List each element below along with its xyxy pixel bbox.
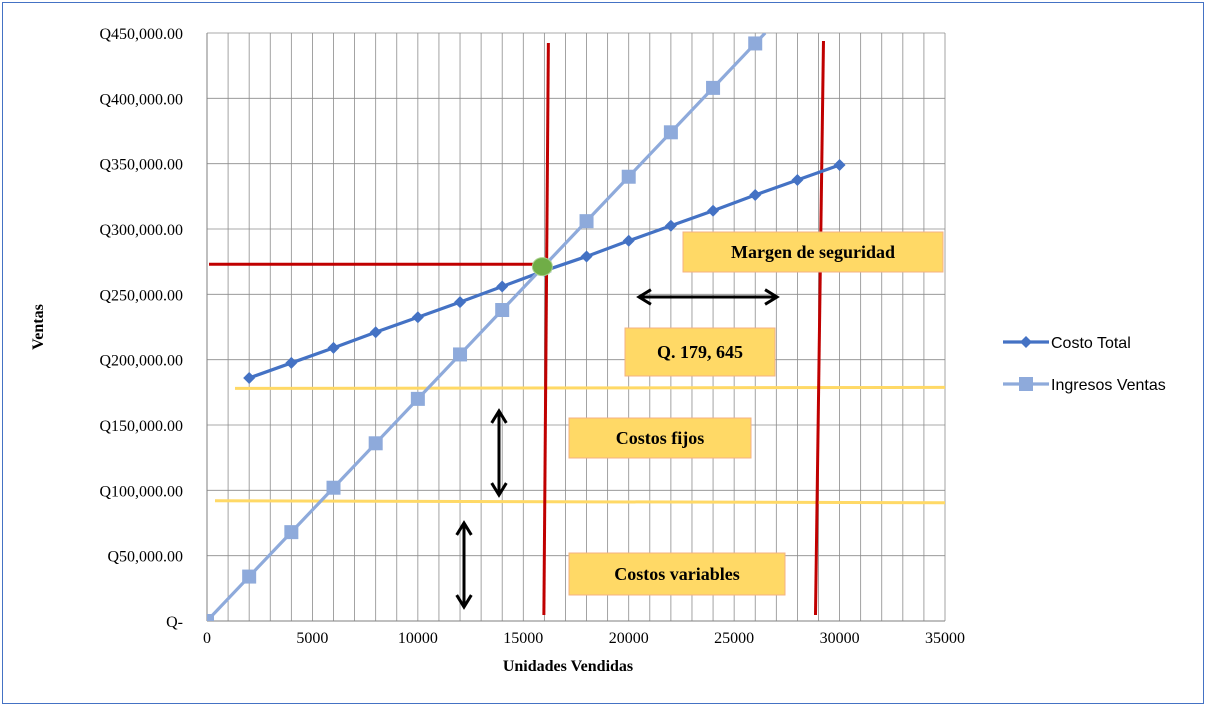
data-point-diamond (833, 158, 846, 171)
breakeven-chart: Margen de seguridad Q. 179, 645 Costos fij… (30, 26, 1166, 675)
y-tick-label: Q250,000.00 (99, 287, 183, 304)
data-point-square (207, 614, 214, 621)
reference-lines (209, 40, 946, 616)
x-tick-label: 15000 (503, 630, 543, 647)
margin-label-text: Margen de seguridad (731, 242, 895, 262)
margin-arrow-head (764, 288, 780, 306)
data-point-square (284, 525, 299, 540)
data-point-diamond (454, 296, 467, 309)
x-tick-label: 30000 (820, 630, 860, 647)
data-point-diamond (285, 356, 298, 369)
variable-cost-arrow-head (455, 594, 473, 610)
margin-arrow (636, 288, 780, 306)
annotations: Margen de seguridad Q. 179, 645 Costos fij… (455, 231, 944, 610)
margin-label: Margen de seguridad (682, 231, 944, 273)
margin-arrow-head (636, 288, 652, 306)
margin-value-text: Q. 179, 645 (657, 342, 743, 362)
data-point-diamond (791, 174, 804, 186)
fixed-costs-label-box (568, 417, 752, 459)
data-point-square (621, 169, 636, 184)
data-point-square (495, 303, 510, 318)
fixed-costs-label-text: Costos fijos (616, 428, 705, 448)
fixed-cost-top-line (234, 385, 946, 390)
variable-costs-label: Costos variables (568, 552, 786, 596)
data-point-diamond (243, 371, 256, 384)
data-point-diamond (622, 234, 635, 247)
data-point-diamond (580, 250, 593, 263)
fixed-cost-arrow (490, 408, 508, 498)
axes (206, 33, 945, 622)
data-point-diamond (369, 326, 382, 339)
variable-cost-arrow (455, 520, 473, 610)
grid (206, 32, 946, 622)
legend: Costo Total Ingresos Ventas (1003, 335, 1166, 394)
data-point-square (748, 36, 763, 51)
break-even-vertical-line (542, 42, 550, 616)
margin-value-box (624, 327, 776, 377)
legend-marker-square (1019, 377, 1033, 391)
data-point-diamond (707, 204, 720, 217)
legend-label: Ingresos Ventas (1051, 377, 1166, 394)
variable-costs-label-box (568, 552, 786, 596)
y-tick-label: Q300,000.00 (99, 222, 183, 239)
y-tick-label: Q150,000.00 (99, 418, 183, 435)
y-tick-label: Q450,000.00 (99, 26, 183, 43)
y-tick-label: Q350,000.00 (99, 157, 183, 174)
data-point-square (663, 125, 678, 140)
data-point-square (706, 80, 721, 95)
break-even-point (531, 257, 553, 277)
data-point-diamond (327, 341, 340, 354)
y-tick-label: Q- (166, 614, 183, 631)
data-point-square (410, 391, 425, 406)
x-tick-label: 35000 (925, 630, 965, 647)
fixed-cost-arrow-head (490, 408, 508, 424)
data-point-diamond (664, 219, 677, 232)
x-tick-label: 20000 (609, 630, 649, 647)
fixed-costs-label: Costos fijos (568, 417, 752, 459)
x-tick-label: 10000 (398, 630, 438, 647)
fixed-cost-bottom-line (214, 499, 946, 505)
y-tick-label: Q400,000.00 (99, 91, 183, 108)
y-tick-label: Q100,000.00 (99, 483, 183, 500)
margin-value: Q. 179, 645 (624, 327, 776, 377)
data-point-diamond (749, 189, 762, 202)
data-point-square (579, 214, 594, 229)
data-point-square (242, 569, 257, 584)
data-point-square (326, 480, 341, 495)
series-layer (207, 33, 846, 621)
data-point-diamond (496, 280, 509, 293)
y-tick-label: Q50,000.00 (107, 549, 183, 566)
x-tick-label: 25000 (714, 630, 754, 647)
safety-margin-vertical-line (813, 40, 825, 616)
variable-cost-arrow-head (455, 520, 473, 536)
y-axis-title: Ventas (30, 304, 47, 350)
data-point-square (368, 436, 383, 451)
legend-item: Costo Total (1003, 335, 1131, 352)
x-tick-label: 5000 (296, 630, 328, 647)
x-axis-title: Unidades Vendidas (503, 658, 633, 675)
fixed-cost-arrow-head (490, 482, 508, 498)
legend-item: Ingresos Ventas (1003, 377, 1166, 394)
legend-label: Costo Total (1051, 335, 1131, 352)
data-point-square (453, 347, 468, 362)
tick-labels: 0 5000 10000 15000 20000 25000 30000 35000 Q- Q50… (99, 26, 965, 647)
y-tick-label: Q200,000.00 (99, 353, 183, 370)
series-ingresos-ventas (207, 33, 767, 621)
margin-label-box (682, 231, 944, 273)
variable-costs-label-text: Costos variables (614, 564, 740, 584)
data-point-diamond (411, 311, 424, 324)
legend-marker-diamond (1020, 336, 1032, 348)
x-tick-label: 0 (203, 630, 211, 647)
